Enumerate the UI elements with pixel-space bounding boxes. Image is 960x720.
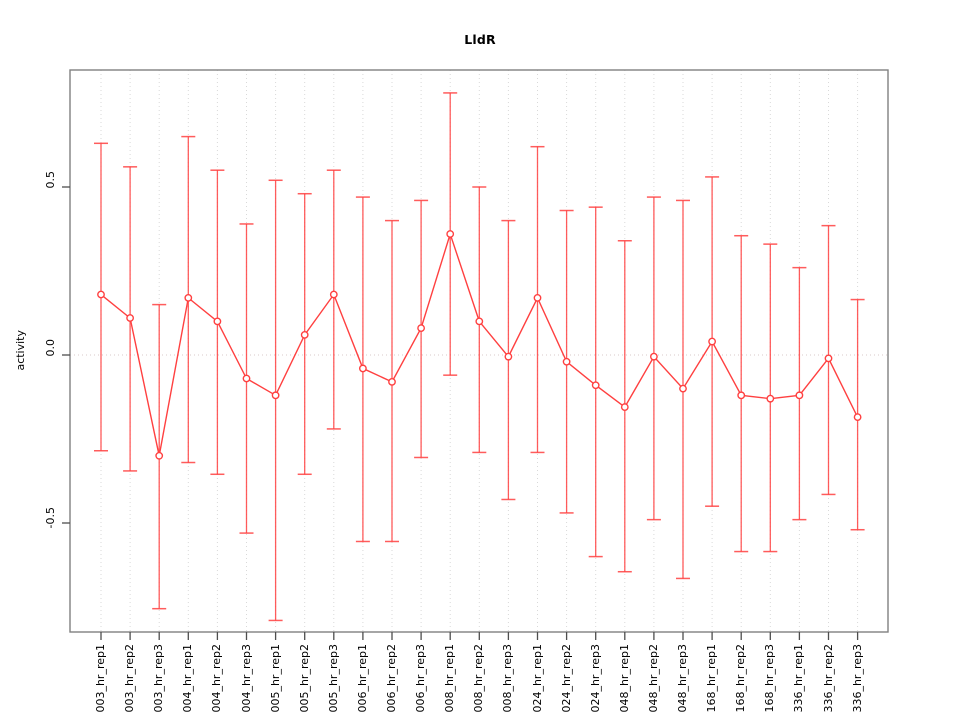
x-tick-label: 006_hr_rep2 xyxy=(385,644,398,713)
x-tick-label: 048_hr_rep2 xyxy=(646,644,660,713)
x-tick-label: 005_hr_rep2 xyxy=(297,644,311,713)
x-tick-label: 003_hr_rep2 xyxy=(123,644,137,713)
y-tick-label: -0.5 xyxy=(44,507,57,529)
x-tick-label: 003_hr_rep1 xyxy=(94,644,107,713)
chart-title: LldR xyxy=(464,32,496,47)
x-tick-label: 008_hr_rep2 xyxy=(472,644,486,713)
x-tick-label: 024_hr_rep1 xyxy=(530,644,544,713)
x-tick-label: 008_hr_rep1 xyxy=(443,644,457,713)
error-bars-group xyxy=(94,92,865,622)
x-tick-label: 024_hr_rep2 xyxy=(559,644,573,713)
y-tick-label: 0.0 xyxy=(44,339,57,357)
axis-ticks-group xyxy=(62,186,859,640)
y-tick-label: 0.5 xyxy=(44,171,57,189)
x-tick-label: 336_hr_rep3 xyxy=(850,644,864,713)
x-tick-label: 048_hr_rep3 xyxy=(676,644,689,713)
x-tick-label: 008_hr_rep3 xyxy=(501,644,515,713)
x-tick-label: 004_hr_rep1 xyxy=(181,644,195,713)
x-tick-label: 005_hr_rep1 xyxy=(268,644,282,713)
x-tick-label: 024_hr_rep3 xyxy=(588,644,602,713)
x-tick-label: 168_hr_rep1 xyxy=(705,644,719,713)
data-points-group xyxy=(97,230,862,460)
x-tick-label: 004_hr_rep2 xyxy=(210,644,224,713)
x-tick-label: 004_hr_rep3 xyxy=(239,644,253,713)
x-tick-label: 048_hr_rep1 xyxy=(617,644,631,713)
x-tick-label: 168_hr_rep3 xyxy=(763,644,777,713)
x-tick-label: 336_hr_rep2 xyxy=(821,644,835,713)
x-tick-label: 006_hr_rep3 xyxy=(414,644,428,713)
x-tick-label: 006_hr_rep1 xyxy=(355,644,369,713)
x-tick-label: 168_hr_rep2 xyxy=(734,644,748,713)
x-tick-label: 005_hr_rep3 xyxy=(326,644,340,713)
x-tick-label: 003_hr_rep3 xyxy=(152,644,166,713)
x-tick-label: 336_hr_rep1 xyxy=(792,644,806,713)
